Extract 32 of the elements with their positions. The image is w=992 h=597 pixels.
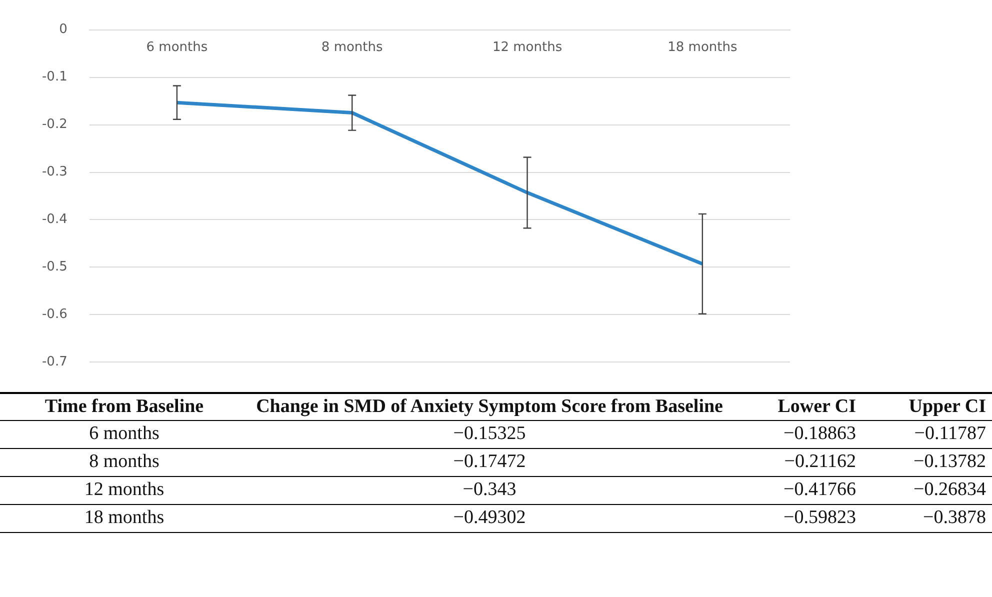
text: Change in SMD of Anxiety Symptom Score from Baseline <box>255 395 724 419</box>
text: −0.26834 <box>912 478 987 502</box>
category-label: 6 months <box>89 423 160 444</box>
y-tick-label: -0.6 <box>42 307 68 322</box>
y-tick-label: -0.3 <box>42 164 68 180</box>
text: −0.13782 <box>912 450 987 474</box>
text: Time from Baseline <box>44 395 205 419</box>
category-label: 12 months <box>84 479 164 500</box>
y-tick-label: -0.5 <box>42 260 68 275</box>
text: Upper CI <box>908 395 987 419</box>
text: −0.18863 <box>782 422 858 446</box>
text: −0.41766 <box>782 478 858 502</box>
category-label: 18 months <box>84 507 164 528</box>
text: −0.59823 <box>782 506 858 530</box>
text: −0.17472 <box>452 450 527 474</box>
y-tick-label: -0.1 <box>42 70 68 85</box>
category-label: 8 months <box>89 451 160 472</box>
text: −0.3878 <box>922 506 987 530</box>
y-tick-label: 0 <box>59 22 68 38</box>
text: −0.11787 <box>913 422 987 446</box>
y-tick-label: -0.7 <box>42 354 68 370</box>
text: −0.49302 <box>452 506 527 530</box>
x-tick-label: 8 months <box>321 40 384 55</box>
x-tick-label: 18 months <box>668 40 738 55</box>
x-tick-label: 6 months <box>146 40 208 55</box>
text: −0.343 <box>462 478 518 502</box>
text: −0.15325 <box>452 422 527 446</box>
text: −0.21162 <box>783 450 858 474</box>
y-tick-label: -0.2 <box>42 117 68 132</box>
x-tick-label: 12 months <box>492 40 562 55</box>
text: Lower CI <box>776 395 858 419</box>
y-tick-label: -0.4 <box>42 212 68 228</box>
